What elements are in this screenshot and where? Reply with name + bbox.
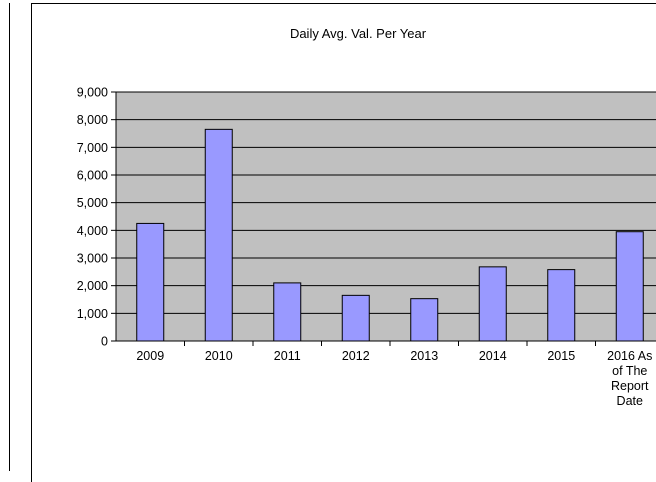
y-tick-label: 8,000 [77,113,108,127]
y-tick-label: 6,000 [77,169,108,183]
bar-2011 [274,283,301,341]
y-tick-label: 0 [101,335,108,349]
x-tick-label: 2013 [410,349,438,363]
y-tick-label: 7,000 [77,141,108,155]
y-tick-label: 4,000 [77,224,108,238]
bar-2015 [548,270,575,341]
chart-title: Daily Avg. Val. Per Year [290,26,427,41]
x-tick-label: 2012 [342,349,370,363]
y-tick-label: 1,000 [77,307,108,321]
y-tick-label: 9,000 [77,86,108,100]
bar-2010 [205,129,232,341]
x-tick-label: 2011 [274,349,301,363]
x-tick-label: 2009 [136,349,164,363]
x-tick-label: 2014 [479,349,507,363]
x-tick-label: 2016 As of The Report Date [607,349,652,408]
x-tick-label: 2010 [205,349,233,363]
bar-2016 [616,232,643,341]
y-tick-label: 2,000 [77,279,108,293]
plot-area: 0 1,000 2,000 3,000 4,000 5,000 6,000 7,000 8,00… [77,86,656,409]
x-tick-label: 2015 [547,349,575,363]
y-tick-label: 3,000 [77,252,108,266]
bar-2013 [411,299,438,341]
bar-2009 [137,223,164,341]
y-tick-label: 5,000 [77,196,108,210]
bar-2012 [342,295,369,341]
bar-2014 [479,267,506,341]
